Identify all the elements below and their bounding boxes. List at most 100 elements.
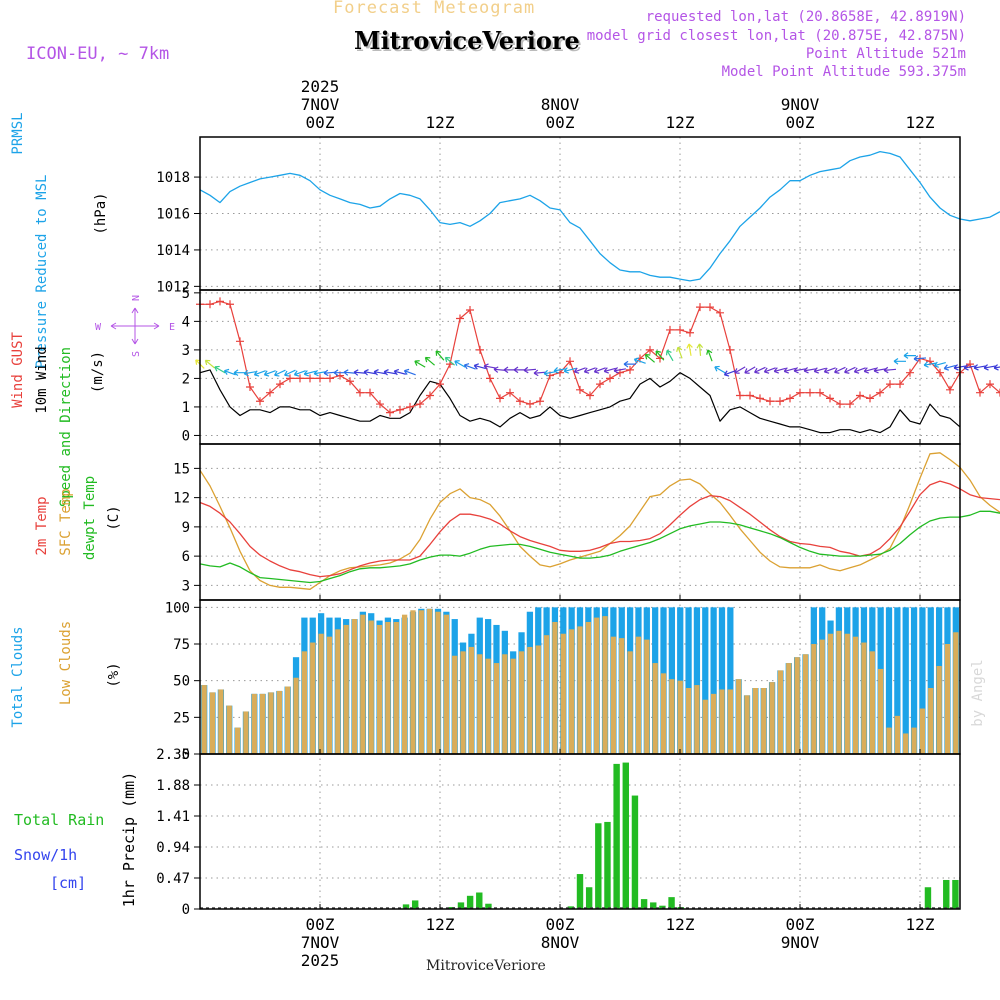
wind-panel-frame — [199, 289, 961, 445]
precip-y-tick-label: 0.47 — [156, 871, 190, 887]
rain-bar — [613, 763, 620, 909]
wind-gust-marker — [356, 388, 364, 397]
temperature-y-tick-label: 15 — [173, 461, 190, 477]
low-cloud-bar — [644, 639, 650, 754]
low-cloud-bar — [301, 651, 308, 754]
wind-direction-arrow — [263, 370, 276, 377]
low-cloud-bar — [869, 651, 875, 754]
total-cloud-label: Total Clouds — [10, 626, 26, 727]
rain-bar — [640, 899, 648, 909]
wind-direction-arrow — [723, 370, 736, 377]
low-cloud-bar — [460, 651, 466, 754]
wind-gust-marker — [466, 305, 474, 314]
rain-bar — [924, 887, 932, 909]
wind-gust-marker — [236, 337, 244, 346]
low-cloud-bar — [243, 711, 249, 754]
wind-direction-arrow — [543, 369, 557, 377]
wind-y-tick-label: 1 — [182, 400, 190, 416]
low-cloud-bar — [886, 727, 892, 754]
wind-direction-arrow — [603, 367, 616, 374]
wind-direction-arrow — [803, 367, 817, 374]
pressure-y-tick-label: 1014 — [156, 243, 190, 259]
low-cloud-bar — [878, 668, 884, 754]
low-cloud-bar — [318, 633, 324, 754]
wind-direction-arrow — [686, 343, 693, 356]
rain-bar — [943, 879, 950, 909]
low-cloud-bar — [569, 629, 575, 754]
wind-gust-marker — [526, 400, 534, 409]
wind-gust-marker — [536, 397, 544, 406]
low-cloud-bar — [310, 642, 316, 754]
low-cloud-bar — [234, 727, 241, 754]
top-date-label: 8NOV — [541, 95, 580, 114]
low-cloud-bar — [694, 685, 700, 754]
wind-gust-marker — [726, 345, 734, 354]
low-cloud-bar — [652, 663, 658, 754]
wind-gust-marker — [576, 385, 584, 394]
model-point-altitude: Model Point Altitude 593.375m — [721, 64, 966, 80]
wind-direction-arrow — [274, 369, 286, 377]
total-cloud-bar — [919, 607, 926, 754]
temp-dewpt-label: dewpt Temp — [82, 476, 98, 560]
wind-gust-marker — [996, 388, 1000, 397]
top-date-label: 7NOV — [301, 95, 340, 114]
wind-direction-arrow — [783, 367, 796, 374]
low-cloud-bar — [201, 685, 207, 754]
requested-coords: requested lon,lat (20.8658E, 42.8919N) — [645, 9, 966, 25]
temperature-panel-frame — [199, 443, 961, 601]
wind-direction-arrow — [844, 366, 856, 374]
low-cloud-bar — [786, 663, 792, 754]
wind-gust-marker — [706, 303, 714, 312]
wind-direction-arrow — [823, 367, 836, 374]
rain-bar — [650, 902, 657, 909]
low-cloud-bar — [510, 658, 516, 754]
low-cloud-bar — [602, 616, 608, 754]
wind-gust-marker — [486, 374, 494, 383]
wind-direction-arrow — [435, 350, 445, 361]
low-cloud-bar — [443, 614, 450, 754]
top-year-label: 2025 — [301, 77, 340, 96]
total-cloud-bar — [727, 607, 734, 754]
clouds-y-tick-label: 50 — [173, 674, 190, 690]
wind-direction-arrow — [253, 370, 266, 377]
wind-y-tick-label: 5 — [182, 286, 190, 302]
wind-gust-marker — [736, 391, 744, 400]
cloud-unit-label: (%) — [106, 662, 122, 687]
wind-direction-arrow — [665, 349, 674, 362]
wind-gust-marker — [286, 374, 294, 383]
low-cloud-bar — [418, 610, 424, 754]
wind-gust-marker — [496, 394, 504, 403]
precip-y-tick-label: 1.88 — [156, 778, 190, 794]
wind-direction-arrow — [553, 367, 567, 374]
wind-direction-arrow — [734, 366, 746, 374]
low-cloud-bar — [477, 654, 483, 754]
bottom-hour-label: 12Z — [666, 915, 695, 934]
low-cloud-bar — [260, 693, 266, 754]
wind-direction-arrow — [913, 355, 927, 362]
wind-direction-arrow — [623, 360, 636, 368]
low-cloud-bar — [811, 644, 817, 754]
wind-direction-arrow — [373, 369, 387, 376]
bottom-hour-label: 12Z — [426, 915, 455, 934]
snow-unit-label: [cm] — [50, 874, 86, 892]
wind-gust-marker — [256, 397, 264, 406]
wind-gust-marker — [746, 391, 754, 400]
precip-unit-label: 1hr Precip (mm) — [120, 772, 138, 907]
rain-bar — [567, 906, 575, 909]
pressure-label-prmsl: PRMSL — [10, 112, 26, 154]
wind-gust-marker — [436, 380, 444, 389]
wind-direction-arrow — [793, 367, 807, 374]
wind-direction-arrow — [424, 356, 435, 366]
wind-direction-arrow — [343, 369, 357, 376]
wind-direction-arrow — [696, 343, 704, 356]
wind-gust-marker — [306, 374, 314, 383]
wind-gust-marker — [906, 368, 914, 377]
wind-gust-marker — [796, 388, 804, 397]
low-cloud-bar — [393, 622, 399, 754]
bottom-date-label: 8NOV — [541, 933, 580, 952]
wind-direction-arrow — [533, 369, 547, 377]
low-cloud-bar — [552, 622, 558, 754]
wind-gust-marker — [756, 394, 764, 403]
low-cloud-bar — [677, 680, 683, 754]
wind-direction-arrow — [444, 356, 455, 366]
